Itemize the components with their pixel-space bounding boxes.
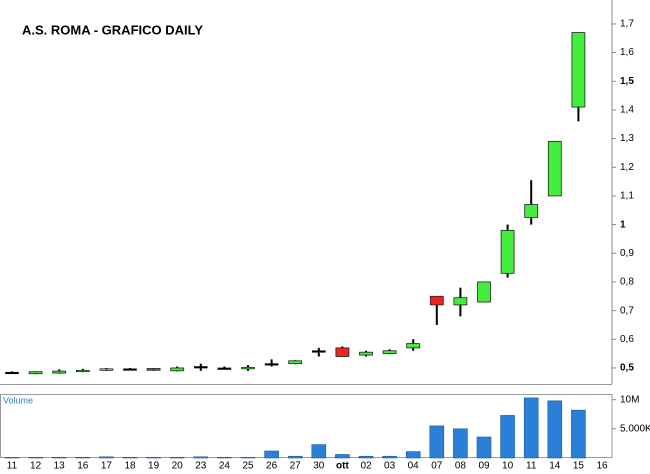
candle-body xyxy=(477,281,491,303)
volume-bar xyxy=(405,451,421,459)
volume-bar xyxy=(523,397,539,459)
candle-body xyxy=(194,366,208,369)
x-tick-label: 19 xyxy=(148,461,160,472)
volume-bar xyxy=(476,436,492,459)
candle-body xyxy=(500,229,515,274)
volume-bar xyxy=(4,457,20,459)
volume-bar xyxy=(99,456,114,459)
y-tick-label: 0,9 xyxy=(620,248,634,259)
x-tick-label: 26 xyxy=(266,461,278,472)
volume-bar xyxy=(429,425,445,459)
candle-body xyxy=(146,368,161,371)
y-tick-label: 1,6 xyxy=(620,47,634,58)
x-tick-label: 25 xyxy=(242,461,254,472)
x-tick-label: 14 xyxy=(549,461,561,472)
candle-body xyxy=(547,141,562,197)
volume-bar xyxy=(287,455,303,459)
candle-body xyxy=(264,363,279,366)
volume-bar xyxy=(382,455,397,459)
candle-body xyxy=(524,204,539,218)
x-tick-label: 30 xyxy=(313,461,325,472)
candle-body xyxy=(217,367,232,370)
x-tick-label: 24 xyxy=(219,461,231,472)
volume-label: Volume xyxy=(3,395,33,405)
volume-bar xyxy=(28,457,43,459)
volume-tick-label: 10M xyxy=(620,394,639,405)
x-tick-label: 11 xyxy=(526,461,537,472)
x-tick-label: 03 xyxy=(384,461,396,472)
x-tick-label: 16 xyxy=(596,461,608,472)
x-tick-label: 17 xyxy=(101,461,113,472)
volume-bar xyxy=(51,457,67,459)
volume-bar xyxy=(335,454,350,459)
candle-body xyxy=(406,343,421,349)
chart-title: A.S. ROMA - GRAFICO DAILY xyxy=(22,22,203,37)
candle-body xyxy=(76,369,90,373)
candle-body xyxy=(28,371,43,375)
candle-body xyxy=(99,368,114,371)
y-tick-label: 1 xyxy=(620,219,626,230)
x-tick-label: 11 xyxy=(7,461,18,472)
y-tick-label: 0,7 xyxy=(620,305,634,316)
y-tick-label: 1,1 xyxy=(620,191,634,202)
y-tick-label: 1,4 xyxy=(620,105,634,116)
volume-bar xyxy=(358,455,374,459)
x-tick-label: 12 xyxy=(30,461,42,472)
candle-body xyxy=(335,347,350,357)
y-tick-label: 0,5 xyxy=(620,363,634,374)
volume-bar xyxy=(122,457,138,459)
volume-bar xyxy=(169,457,185,459)
candle-body xyxy=(288,360,303,365)
y-tick-label: 1,3 xyxy=(620,133,634,144)
candle-body xyxy=(311,350,326,353)
x-tick-label: 15 xyxy=(573,461,585,472)
volume-pane xyxy=(0,394,613,458)
candle-body xyxy=(429,295,444,306)
x-tick-label: 04 xyxy=(408,461,420,472)
x-tick-label: ott xyxy=(336,461,349,472)
volume-bar xyxy=(453,428,468,459)
x-tick-label: 10 xyxy=(502,461,514,472)
y-tick-label: 1,7 xyxy=(620,19,634,30)
volume-bar xyxy=(547,400,563,459)
y-tick-label: 0,8 xyxy=(620,277,634,288)
volume-bar xyxy=(193,456,209,459)
volume-bar xyxy=(240,457,256,459)
x-tick-label: 09 xyxy=(478,461,490,472)
x-tick-label: 02 xyxy=(360,461,372,472)
x-tick-label: 07 xyxy=(431,461,443,472)
volume-bar xyxy=(264,450,279,459)
candle-body xyxy=(382,350,397,355)
y-tick-label: 0,6 xyxy=(620,334,634,345)
x-tick-label: 27 xyxy=(290,461,302,472)
x-tick-label: 23 xyxy=(195,461,207,472)
x-tick-label: 16 xyxy=(77,461,89,472)
x-tick-label: 18 xyxy=(124,461,136,472)
volume-tick-label: 5.000K xyxy=(620,423,650,434)
candle-body xyxy=(170,367,185,372)
candle-body xyxy=(52,370,67,374)
x-tick-label: 20 xyxy=(172,461,184,472)
volume-bar xyxy=(217,457,232,459)
volume-bar xyxy=(311,444,327,459)
candle-body xyxy=(123,368,137,371)
x-tick-label: 08 xyxy=(455,461,467,472)
volume-bar xyxy=(75,457,91,459)
y-tick-label: 1,2 xyxy=(620,162,634,173)
candle-body xyxy=(359,351,373,356)
volume-bar xyxy=(146,457,161,459)
candle-body xyxy=(241,367,255,370)
candle-body xyxy=(5,371,19,375)
x-tick-label: 13 xyxy=(54,461,66,472)
candle-body xyxy=(571,32,586,108)
volume-bar xyxy=(500,415,515,459)
candle-body xyxy=(453,297,468,306)
y-tick-label: 1,5 xyxy=(620,76,634,87)
volume-bar xyxy=(571,409,586,459)
